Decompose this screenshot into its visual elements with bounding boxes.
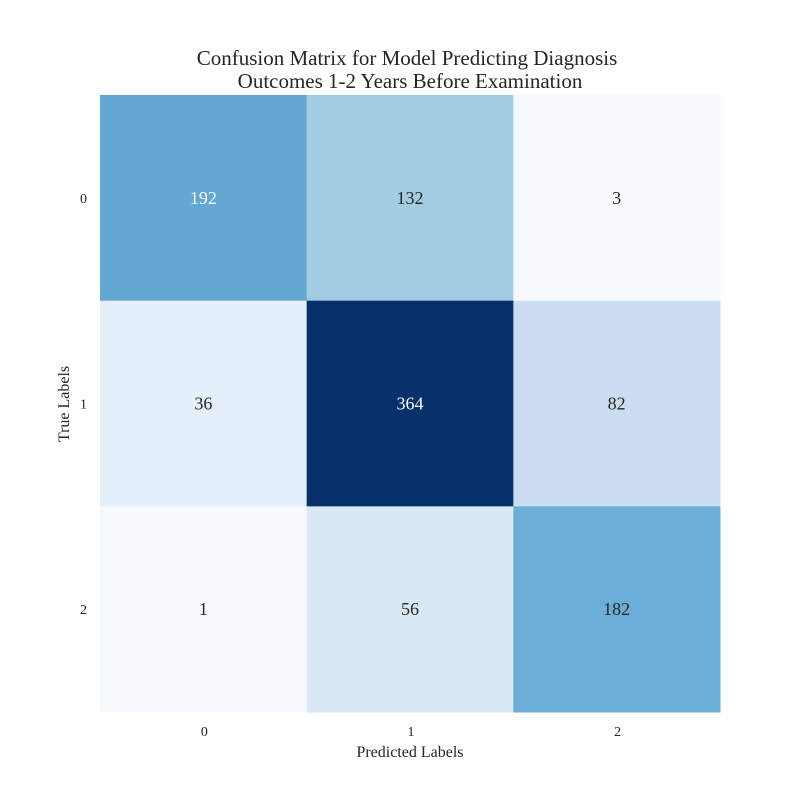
- chart-title-line-2: Outcomes 1-2 Years Before Examination: [238, 69, 583, 93]
- y-tick-label-2: 2: [80, 603, 87, 618]
- heatmap-cells: [100, 95, 721, 713]
- heatmap-cell-r2-c2: [513, 506, 721, 713]
- x-tick-label-1: 1: [408, 725, 415, 740]
- heatmap-cell-r2-c1: [306, 506, 514, 713]
- x-axis-tick-labels: 0 1 2: [201, 725, 621, 740]
- x-tick-label-2: 2: [614, 725, 621, 740]
- y-axis-label: True Labels: [56, 366, 73, 442]
- y-tick-label-0: 0: [80, 192, 87, 207]
- x-tick-label-0: 0: [201, 725, 208, 740]
- heatmap-cell-r1-c2: [513, 300, 721, 507]
- y-tick-label-1: 1: [80, 398, 87, 413]
- cell-value-label-r2-c2: 182: [603, 599, 630, 619]
- heatmap-cell-labels: 192 132 3 36 364 82 1 56 182: [190, 188, 630, 619]
- x-axis-label: Predicted Labels: [356, 744, 463, 761]
- cell-value-label-r0-c1: 132: [397, 188, 424, 208]
- heatmap-cell-r1-c0: [100, 300, 308, 507]
- chart-title-line-1: Confusion Matrix for Model Predicting Di…: [197, 46, 618, 70]
- heatmap-cell-r0-c1: [306, 95, 514, 302]
- cell-value-label-r0-c2: 3: [612, 188, 621, 208]
- heatmap-cell-r2-c0: [100, 506, 308, 713]
- heatmap-cell-r0-c2: [513, 95, 721, 302]
- cell-value-label-r2-c0: 1: [199, 599, 208, 619]
- cell-value-label-r1-c1: 364: [397, 394, 424, 414]
- cell-value-label-r0-c0: 192: [190, 188, 217, 208]
- cell-value-label-r1-c0: 36: [194, 394, 212, 414]
- cell-value-label-r1-c2: 82: [608, 394, 626, 414]
- heatmap-cell-r0-c0: [100, 95, 308, 302]
- cell-value-label-r2-c1: 56: [401, 599, 419, 619]
- heatmap-cell-r1-c1: [306, 300, 514, 507]
- y-axis-tick-labels: 0 1 2: [80, 192, 87, 618]
